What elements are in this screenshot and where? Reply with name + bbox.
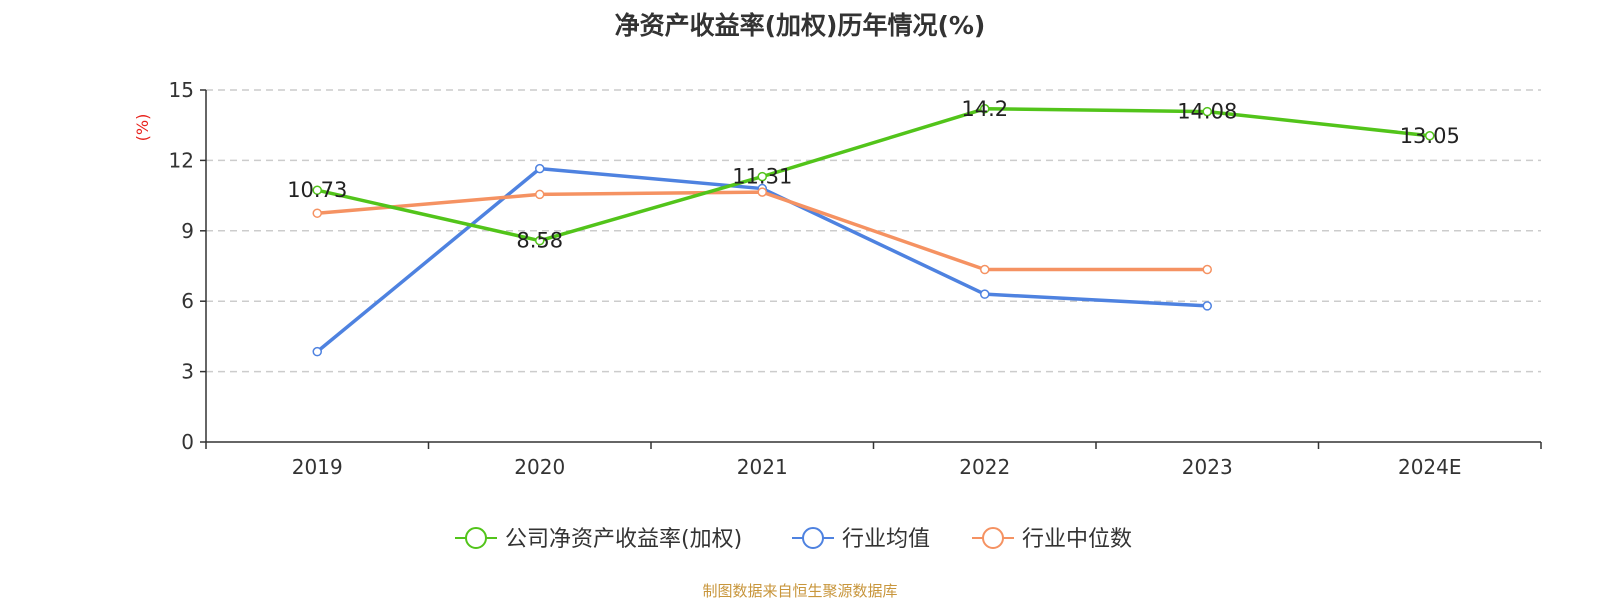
- x-tick-label: 2022: [959, 455, 1010, 479]
- y-tick-label: 6: [181, 289, 194, 313]
- data-label: 14.2: [961, 97, 1008, 121]
- data-point: [312, 185, 322, 195]
- x-tick-label: 2021: [737, 455, 788, 479]
- chart-title: 净资产收益率(加权)历年情况(%): [614, 11, 986, 40]
- data-label: 11.31: [732, 165, 792, 189]
- x-tick-label: 2019: [292, 455, 343, 479]
- data-point: [312, 346, 322, 357]
- legend-marker: [982, 527, 1004, 549]
- data-point: [535, 189, 545, 200]
- y-tick-label: 0: [181, 430, 194, 454]
- data-point: [1202, 264, 1212, 275]
- data-point: [1425, 131, 1435, 141]
- legend-marker: [802, 527, 824, 549]
- y-tick-label: 12: [169, 148, 194, 172]
- legend-marker: [465, 527, 487, 549]
- legend-label: 公司净资产收益率(加权): [505, 527, 742, 552]
- legend-label: 行业均值: [842, 527, 930, 552]
- y-axis-label: (%): [133, 114, 152, 142]
- data-point: [535, 235, 545, 246]
- data-point: [1202, 106, 1212, 117]
- data-point: [980, 289, 990, 299]
- data-label: 8.58: [516, 229, 563, 253]
- data-point: [312, 208, 322, 218]
- x-tick-label: 2024E: [1398, 455, 1462, 479]
- x-tick-label: 2020: [514, 455, 565, 479]
- data-point: [980, 104, 990, 114]
- y-tick-label: 3: [181, 360, 194, 384]
- data-label: 14.08: [1177, 100, 1237, 124]
- data-source-note: 制图数据来自恒生聚源数据库: [702, 582, 898, 600]
- y-tick-label: 15: [169, 78, 194, 102]
- data-point: [980, 264, 990, 275]
- data-point: [535, 163, 545, 174]
- data-point: [757, 171, 767, 182]
- data-point: [1202, 301, 1212, 311]
- y-tick-label: 9: [181, 219, 194, 243]
- x-tick-label: 2023: [1182, 455, 1233, 479]
- data-label: 10.73: [287, 178, 347, 202]
- data-point: [757, 187, 767, 197]
- legend-label: 行业中位数: [1022, 527, 1132, 552]
- series-line: [316, 107, 1430, 243]
- data-label: 13.05: [1400, 124, 1460, 148]
